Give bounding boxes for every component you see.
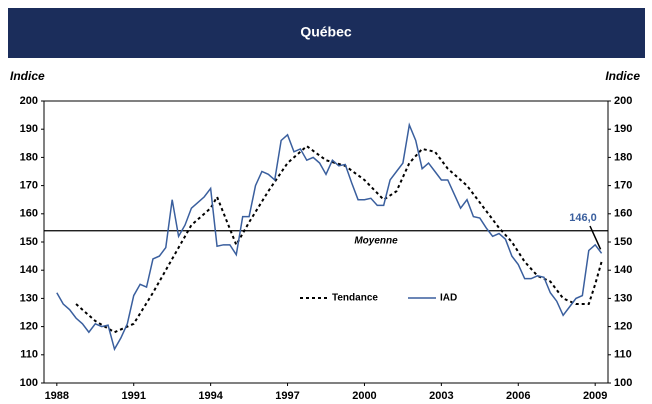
y-tick-label: 150 [20,236,38,248]
y-tick-label: 100 [20,377,38,389]
y2-tick-label: 140 [614,264,632,276]
x-tick-label: 1988 [45,390,69,402]
plot-frame [43,100,609,384]
y2-tick-label: 200 [614,95,632,107]
x-tick-label: 2006 [506,390,530,402]
y2-tick-label: 170 [614,180,632,192]
y-tick-label: 160 [20,208,38,220]
annotation-arrow [589,225,602,250]
annotation: 146,0 [569,212,597,224]
x-tick-label: 2000 [352,390,376,402]
chart-title: Québec [300,24,352,40]
y-tick-label: 140 [20,264,38,276]
y2-tick-label: 110 [614,349,632,361]
y-tick-label: 200 [20,95,38,107]
y-tick-label: 110 [20,349,38,361]
y2-axis-label: Indice [605,69,640,83]
y2-tick-label: 120 [614,321,632,333]
y-tick-label: 120 [20,321,38,333]
y2-tick-label: 180 [614,151,632,163]
x-tick-label: 1994 [198,390,223,402]
y-tick-label: 170 [20,180,38,192]
x-tick-label: 2009 [583,390,607,402]
series-line [56,122,603,352]
x-tick-label: 1997 [275,390,299,402]
reference-label: Moyenne [354,235,398,246]
legend-label: Tendance [332,293,378,304]
y2-tick-label: 130 [614,292,632,304]
y2-tick-label: 190 [614,123,632,135]
y2-tick-label: 100 [614,377,632,389]
y2-tick-label: 160 [614,208,632,220]
y-axis-label: Indice [10,69,45,83]
y-tick-label: 180 [20,151,38,163]
x-tick-label: 1991 [121,390,145,402]
series-line [75,144,603,334]
y-tick-label: 130 [20,292,38,304]
legend-label: IAD [440,293,457,304]
y-tick-label: 190 [20,123,38,135]
y2-tick-label: 150 [614,236,632,248]
x-tick-label: 2003 [429,390,453,402]
title-banner [8,8,645,58]
